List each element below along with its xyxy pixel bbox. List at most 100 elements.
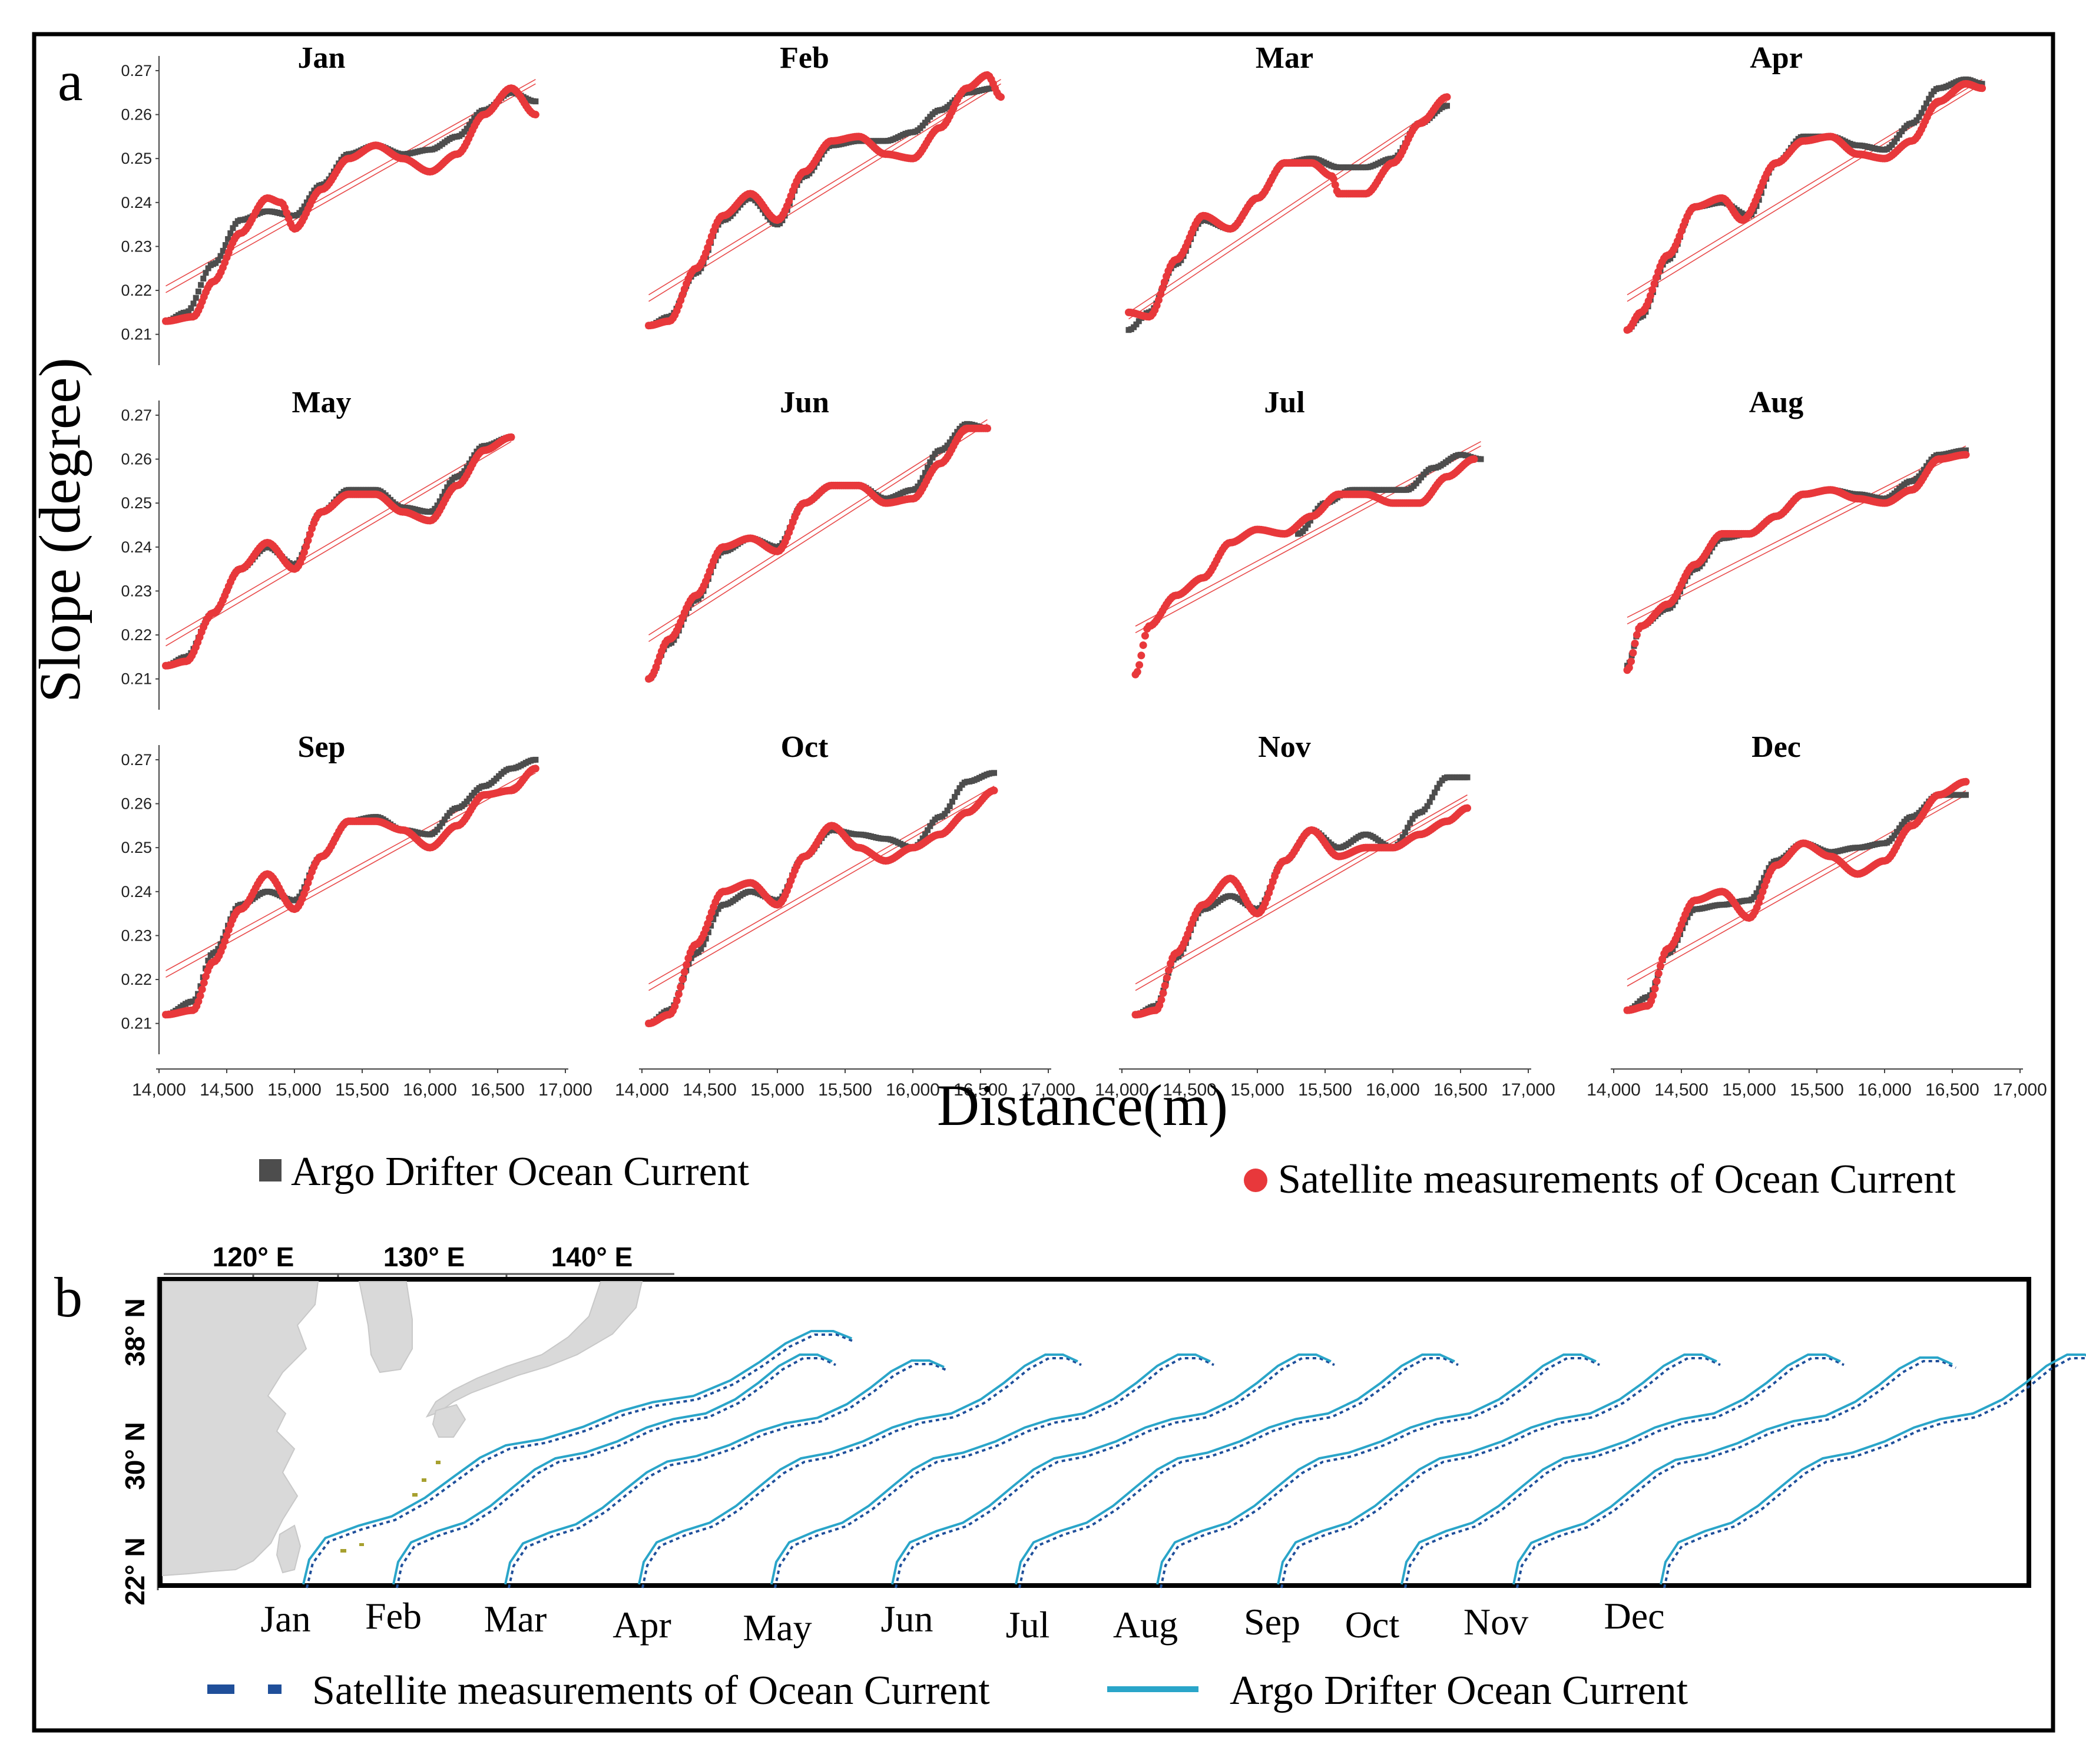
y-tick-label: 0.21: [121, 1015, 152, 1032]
satellite-point: [1627, 657, 1635, 666]
argo-point: [1304, 521, 1311, 528]
track-argo-nov: [1512, 1356, 1953, 1585]
x-tick-label: 17,000: [1021, 1080, 1075, 1100]
argo-point: [1918, 110, 1925, 116]
y-tick-label: 0.21: [121, 670, 152, 688]
satellite-point: [1654, 969, 1663, 978]
argo-point: [532, 756, 539, 763]
argo-point: [710, 916, 717, 922]
map-month-label-nov: Nov: [1463, 1601, 1528, 1643]
ryukyu-islands: [340, 1461, 441, 1553]
track-satellite-jul: [1018, 1357, 1459, 1588]
argo-point: [532, 98, 539, 105]
x-tick-label: 17,000: [1993, 1080, 2047, 1100]
month-panel-jun: Jun: [645, 386, 991, 683]
x-tick-label: 14,000: [1587, 1080, 1641, 1100]
argo-point: [471, 115, 478, 121]
argo-point: [1916, 114, 1922, 120]
argo-point: [1893, 829, 1900, 835]
satellite-point: [1160, 278, 1168, 286]
argo-point: [230, 225, 236, 231]
satellite-point: [1625, 664, 1633, 672]
satellite-point: [1633, 631, 1641, 639]
satellite-point: [507, 433, 515, 441]
argo-point: [432, 505, 438, 512]
argo-point: [925, 464, 931, 471]
y-tick-label: 0.22: [121, 971, 152, 988]
argo-point: [1889, 142, 1895, 148]
argo-point: [1135, 318, 1142, 325]
island: [436, 1461, 441, 1464]
satellite-point: [1137, 651, 1145, 660]
month-title: Sep: [298, 730, 346, 764]
track-argo-apr: [638, 1353, 1078, 1585]
argo-point: [1405, 825, 1411, 831]
argo-point: [1424, 803, 1431, 809]
y-tick-label: 0.27: [121, 62, 152, 80]
fit-line-satellite: [648, 83, 1001, 302]
satellite-point: [1978, 84, 1986, 92]
satellite-series: [162, 433, 515, 670]
argo-point: [1756, 885, 1762, 892]
x-tick-label: 15,500: [1790, 1080, 1844, 1100]
satellite-point: [1161, 981, 1169, 989]
month-panel-aug: Aug: [1623, 386, 1970, 674]
map-month-label-apr: Apr: [612, 1604, 671, 1646]
map-month-label-dec: Dec: [1604, 1595, 1664, 1637]
argo-point: [927, 459, 933, 465]
argo-point: [1432, 789, 1438, 796]
y-tick-label: 0.27: [121, 751, 152, 769]
argo-point: [1434, 785, 1441, 791]
legend-satellite-label: Satellite measurements of Ocean Current: [1278, 1157, 1956, 1202]
argo-point: [713, 911, 719, 917]
month-title: Feb: [780, 41, 829, 75]
argo-point: [1753, 890, 1760, 896]
argo-point: [227, 230, 234, 237]
y-tick-label: 0.27: [121, 406, 152, 424]
y-tick-label: 0.24: [121, 883, 152, 901]
argo-point: [919, 475, 926, 481]
legend-argo-label: Argo Drifter Ocean Current: [291, 1149, 750, 1194]
satellite-point: [1164, 966, 1173, 974]
argo-point: [777, 220, 783, 227]
month-panel-may: May 0.21 0.22 0.23 0.24 0.25 0.26 0.27: [121, 386, 515, 710]
month-panel-oct: Oct 14,000 14,500 15,000 15,500 16,000 16,500 1…: [615, 730, 1075, 1100]
argo-point: [925, 827, 931, 833]
satellite-point: [1133, 668, 1141, 676]
x-tick-label: 15,500: [335, 1080, 389, 1100]
x-tick-label: 14,000: [1095, 1080, 1149, 1100]
argo-point: [1422, 806, 1428, 813]
x-tick-label: 14,500: [1654, 1080, 1708, 1100]
satellite-point: [1649, 991, 1657, 1000]
satellite-series: [1125, 93, 1451, 321]
month-panel-feb: Feb: [645, 41, 1005, 330]
argo-point: [1751, 893, 1757, 900]
argo-point: [1426, 799, 1433, 805]
track-argo-oct: [1400, 1353, 1841, 1585]
argo-point: [461, 128, 468, 135]
argo-point: [991, 770, 997, 776]
month-panel-apr: Apr: [1623, 41, 1986, 334]
x-tick-label: 15,500: [818, 1080, 872, 1100]
satellite-point: [198, 985, 206, 994]
argo-point: [1399, 834, 1406, 840]
satellite-point: [1331, 181, 1339, 189]
track-argo-jul: [1015, 1353, 1455, 1585]
satellite-point: [1631, 640, 1639, 648]
legend-map-sat-label: Satellite measurements of Ocean Current: [312, 1668, 990, 1713]
map-month-label-oct: Oct: [1345, 1604, 1400, 1646]
satellite-series: [645, 71, 1005, 330]
satellite-point: [1163, 974, 1171, 982]
x-tick-label: 14,000: [615, 1080, 669, 1100]
argo-point: [1133, 321, 1140, 327]
argo-point: [469, 118, 475, 125]
argo-point: [1302, 525, 1309, 531]
track-satellite-dec: [1663, 1357, 2086, 1588]
satellite-point: [1962, 777, 1970, 786]
korea-peninsula: [358, 1281, 413, 1374]
argo-point: [193, 294, 199, 301]
x-tick-label: 14,500: [200, 1080, 254, 1100]
argo-point: [954, 789, 961, 796]
y-tick-label: 0.24: [121, 194, 152, 211]
month-title: Jun: [780, 386, 829, 419]
